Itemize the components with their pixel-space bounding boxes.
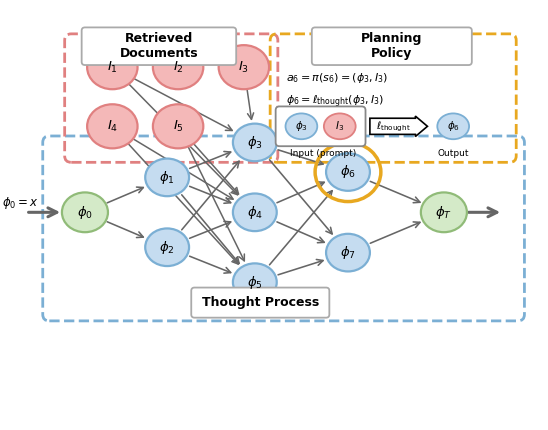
- Ellipse shape: [153, 104, 203, 148]
- Text: $\phi_7$: $\phi_7$: [340, 244, 356, 261]
- Text: $\phi_2$: $\phi_2$: [159, 239, 175, 256]
- Text: $I_5$: $I_5$: [173, 119, 184, 134]
- Text: $\phi_6 = \ell_{\mathrm{thought}}(\phi_3, I_3)$: $\phi_6 = \ell_{\mathrm{thought}}(\phi_3…: [286, 94, 385, 111]
- Text: $\phi_6$: $\phi_6$: [447, 119, 460, 133]
- Ellipse shape: [87, 45, 138, 89]
- Text: $\phi_T$: $\phi_T$: [435, 204, 453, 221]
- Text: $\phi_3$: $\phi_3$: [247, 134, 262, 151]
- Ellipse shape: [87, 104, 138, 148]
- Text: $\phi_6$: $\phi_6$: [340, 163, 356, 181]
- Text: $\phi_3$: $\phi_3$: [295, 119, 308, 133]
- Ellipse shape: [324, 114, 356, 139]
- FancyArrow shape: [370, 116, 427, 137]
- Text: $\phi_0 = x$: $\phi_0 = x$: [2, 195, 39, 211]
- Text: Thought Process: Thought Process: [202, 296, 319, 309]
- Ellipse shape: [233, 194, 277, 231]
- Text: $\phi_4$: $\phi_4$: [247, 204, 263, 221]
- Ellipse shape: [145, 159, 189, 196]
- Text: $I_1$: $I_1$: [107, 60, 118, 75]
- Text: $I_3$: $I_3$: [238, 60, 249, 75]
- FancyBboxPatch shape: [82, 28, 236, 65]
- Ellipse shape: [145, 228, 189, 266]
- Text: $\phi_5$: $\phi_5$: [247, 273, 262, 291]
- Ellipse shape: [326, 153, 370, 191]
- Ellipse shape: [233, 263, 277, 301]
- Text: Output: Output: [437, 150, 469, 158]
- FancyBboxPatch shape: [312, 28, 472, 65]
- Text: $I_4$: $I_4$: [107, 119, 118, 134]
- Ellipse shape: [326, 234, 370, 271]
- Text: Retrieved
Documents: Retrieved Documents: [119, 33, 198, 60]
- Ellipse shape: [437, 114, 469, 139]
- Ellipse shape: [219, 45, 269, 89]
- Text: $\phi_0$: $\phi_0$: [77, 204, 93, 221]
- Text: Planning
Policy: Planning Policy: [361, 33, 423, 60]
- Text: $\ell_{\mathrm{thought}}$: $\ell_{\mathrm{thought}}$: [376, 119, 411, 133]
- Ellipse shape: [286, 114, 317, 139]
- Text: $I_3$: $I_3$: [335, 120, 344, 133]
- Text: $\phi_1$: $\phi_1$: [159, 169, 175, 186]
- Ellipse shape: [62, 193, 108, 232]
- Text: Input (prompt): Input (prompt): [290, 150, 356, 158]
- Text: $I_2$: $I_2$: [173, 60, 184, 75]
- FancyBboxPatch shape: [276, 107, 366, 146]
- Ellipse shape: [421, 193, 467, 232]
- Text: $a_6 = \pi(s_6) = (\phi_3, I_3)$: $a_6 = \pi(s_6) = (\phi_3, I_3)$: [286, 71, 389, 85]
- Ellipse shape: [233, 124, 277, 161]
- FancyBboxPatch shape: [191, 288, 329, 318]
- Ellipse shape: [153, 45, 203, 89]
